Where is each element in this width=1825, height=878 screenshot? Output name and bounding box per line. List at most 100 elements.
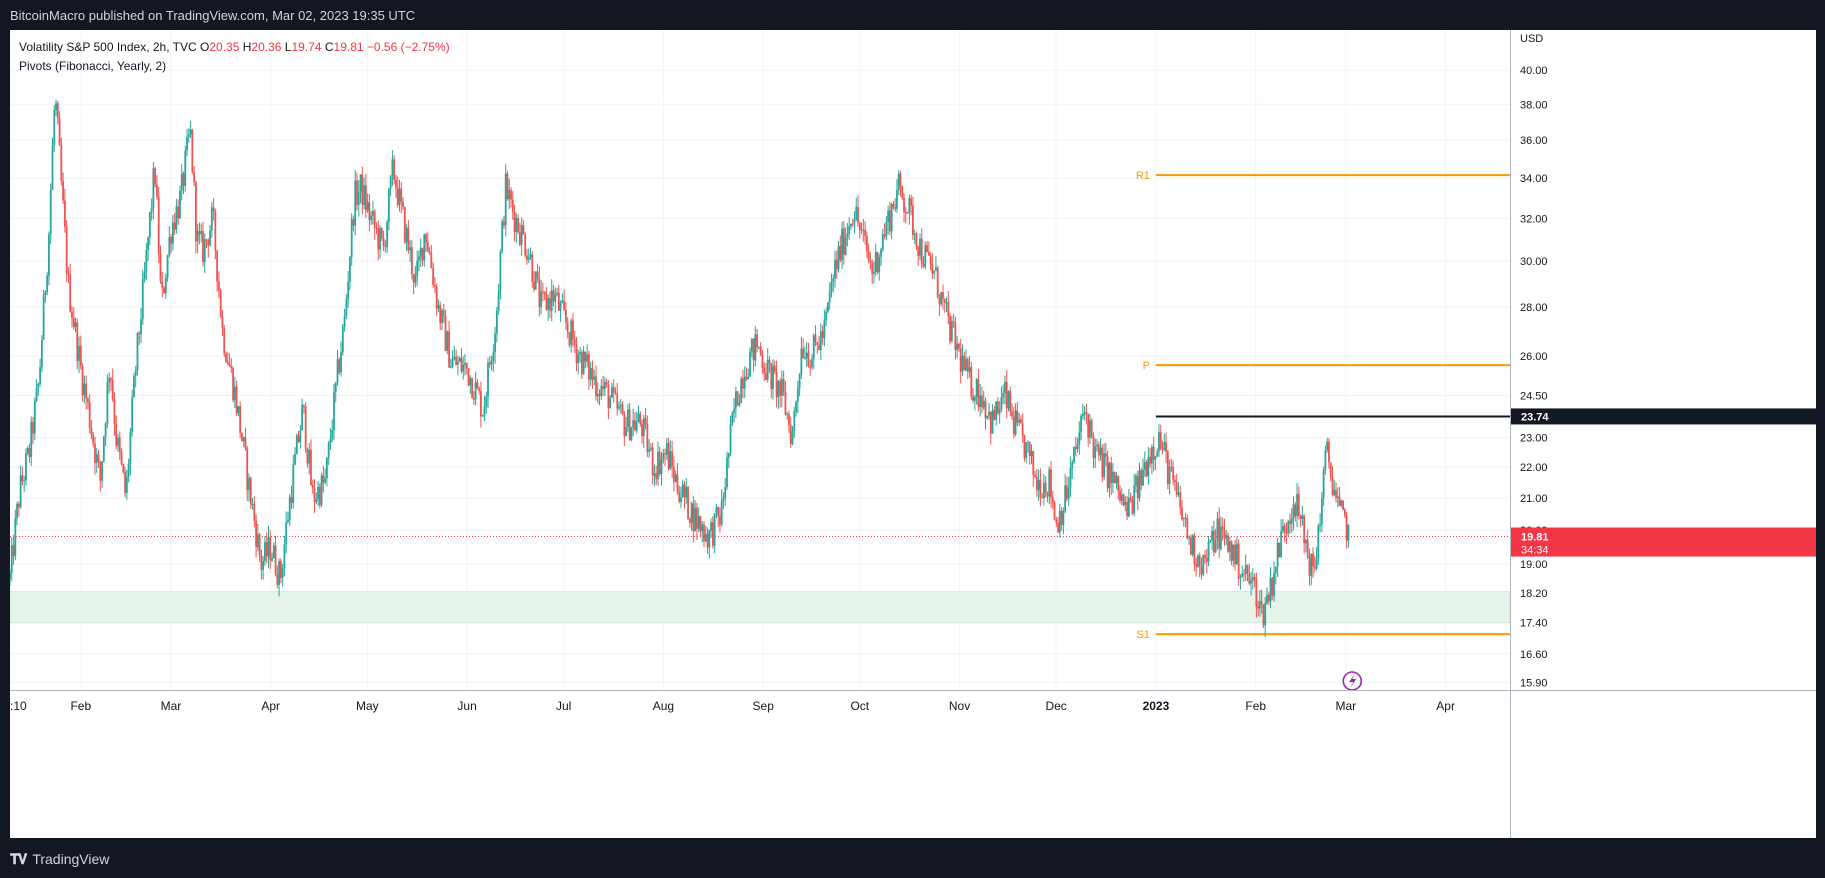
candle-body bbox=[901, 186, 904, 199]
candle-body bbox=[490, 361, 493, 365]
candle-body bbox=[1220, 526, 1222, 549]
candle-body bbox=[226, 361, 229, 365]
candle-body bbox=[81, 365, 84, 396]
publisher-caption: BitcoinMacro published on TradingView.co… bbox=[10, 8, 416, 23]
candle-body bbox=[973, 396, 976, 401]
candle-body bbox=[1161, 448, 1164, 450]
candle-body bbox=[911, 205, 914, 235]
candle-body bbox=[225, 353, 227, 362]
candle-body bbox=[1104, 453, 1107, 457]
candle-body bbox=[522, 225, 525, 235]
candlestick-chart[interactable]: R1 P S1 USD 40.00 38.00 36.00 34.00 32.00 30.00 28… bbox=[10, 30, 1816, 838]
candle-body bbox=[619, 404, 622, 407]
candle-body bbox=[1294, 504, 1297, 516]
candle-body bbox=[894, 207, 897, 209]
chart-panel[interactable]: R1 P S1 USD 40.00 38.00 36.00 34.00 32.00 30.00 28… bbox=[10, 30, 1816, 838]
candle-body bbox=[614, 392, 617, 394]
candle-body bbox=[943, 298, 946, 303]
candle-body bbox=[1152, 446, 1155, 460]
resistance-badge-label: 23.74 bbox=[1521, 411, 1549, 423]
candle-body bbox=[1032, 451, 1035, 476]
candle-body bbox=[1239, 577, 1242, 579]
candle-body bbox=[402, 201, 404, 208]
candle-body bbox=[449, 366, 452, 368]
candle-body bbox=[821, 331, 824, 338]
candle-body bbox=[888, 210, 891, 232]
candle-body bbox=[338, 359, 341, 373]
candle-body bbox=[1232, 544, 1235, 561]
candle-body bbox=[235, 386, 238, 414]
candle-body bbox=[179, 190, 181, 219]
candle-body bbox=[1262, 604, 1265, 626]
candle-body bbox=[786, 414, 789, 416]
candle-body bbox=[1197, 555, 1199, 567]
candle-body bbox=[1165, 442, 1167, 452]
candle-body bbox=[203, 239, 206, 263]
candle-body bbox=[903, 198, 905, 212]
candle-body bbox=[1248, 573, 1251, 584]
candle-body bbox=[472, 397, 475, 400]
candle-body bbox=[933, 270, 936, 274]
candle-body bbox=[366, 202, 369, 211]
candle-body bbox=[161, 281, 164, 288]
candle-body bbox=[1214, 540, 1217, 553]
candle-body bbox=[19, 475, 22, 508]
candle-body bbox=[791, 431, 794, 445]
candle-body bbox=[343, 315, 346, 327]
y-tick-label: 15.90 bbox=[1520, 677, 1548, 689]
candle-body bbox=[1200, 566, 1203, 575]
candle-body bbox=[704, 534, 707, 542]
candle-body bbox=[90, 428, 93, 435]
candle-body bbox=[345, 299, 348, 316]
candle-body bbox=[497, 291, 500, 311]
y-tick-label: 38.00 bbox=[1520, 99, 1548, 111]
candle-body bbox=[1308, 557, 1311, 576]
candle-body bbox=[750, 338, 753, 352]
y-tick-label: 23.00 bbox=[1520, 432, 1548, 444]
candle-body bbox=[306, 449, 309, 464]
candle-body bbox=[839, 246, 842, 261]
candle-body bbox=[508, 189, 511, 200]
candle-body bbox=[959, 348, 962, 372]
candle-body bbox=[846, 234, 849, 238]
candle-body bbox=[873, 271, 875, 274]
candle-body bbox=[1014, 410, 1017, 435]
candle-body bbox=[271, 558, 273, 561]
candle-body bbox=[1195, 564, 1198, 567]
candle-body bbox=[1002, 393, 1005, 398]
candle-body bbox=[1106, 456, 1109, 489]
candle-body bbox=[549, 298, 551, 311]
candle-body bbox=[152, 168, 155, 209]
candle-body bbox=[157, 196, 160, 254]
candle-body bbox=[460, 357, 463, 372]
candle-body bbox=[818, 345, 820, 350]
candle-body bbox=[416, 260, 419, 276]
candle-body bbox=[1012, 416, 1015, 435]
candle-body bbox=[292, 464, 295, 503]
candle-body bbox=[177, 206, 180, 219]
candle-body bbox=[67, 273, 70, 275]
candle-body bbox=[193, 172, 196, 183]
candle-body bbox=[572, 320, 574, 340]
candle-body bbox=[1034, 475, 1036, 477]
candle-body bbox=[662, 453, 665, 460]
candle-body bbox=[607, 384, 610, 409]
candle-body bbox=[115, 423, 118, 446]
candle-body bbox=[1216, 518, 1219, 541]
candle-body bbox=[1126, 502, 1129, 517]
candle-body bbox=[754, 334, 757, 361]
candle-body bbox=[1129, 497, 1132, 500]
candle-body bbox=[981, 395, 983, 408]
candle-body bbox=[446, 331, 449, 351]
candle-body bbox=[141, 279, 144, 320]
candle-body bbox=[841, 228, 843, 261]
candle-body bbox=[637, 413, 640, 422]
candle-body bbox=[1028, 441, 1031, 457]
candle-body bbox=[805, 352, 808, 358]
candle-body bbox=[649, 447, 652, 450]
candle-body bbox=[982, 400, 985, 408]
candle-body bbox=[265, 542, 268, 557]
candle-body bbox=[1340, 500, 1343, 506]
candle-body bbox=[657, 451, 659, 480]
candle-body bbox=[1064, 485, 1067, 511]
